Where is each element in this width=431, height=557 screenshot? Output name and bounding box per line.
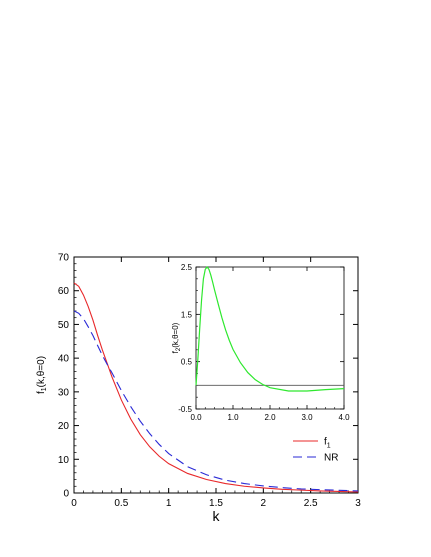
main-y-tick-label: 50 bbox=[58, 320, 70, 331]
main-x-tick-label: 1 bbox=[166, 498, 172, 509]
main-x-tick-label: 2.5 bbox=[304, 498, 318, 509]
inset-y-tick-label: -0.5 bbox=[178, 405, 192, 414]
main-x-tick-label: 3 bbox=[355, 498, 361, 509]
main-x-tick-label: 0.5 bbox=[114, 498, 128, 509]
legend-label-f1: f1 bbox=[324, 437, 331, 450]
main-x-tick-label: 0 bbox=[71, 498, 77, 509]
main-y-tick-label: 70 bbox=[58, 253, 70, 264]
main-y-axis-label: f1(k,θ=0) bbox=[36, 356, 48, 394]
main-x-axis-label: k bbox=[213, 508, 221, 524]
series-line-f1 bbox=[73, 282, 359, 493]
inset-x-tick-label: 2.0 bbox=[264, 413, 276, 422]
legend-label-nr: NR bbox=[324, 453, 338, 464]
main-y-tick-label: 40 bbox=[58, 354, 70, 365]
inset-y-tick-label: 0.5 bbox=[181, 358, 193, 367]
inset-y-tick-label: 1.5 bbox=[181, 310, 193, 319]
series-line-f2 bbox=[195, 266, 345, 392]
inset-y-axis-label-rest: (k,θ=0) bbox=[171, 322, 180, 347]
main-x-ticks: 0 0.5 1 1.5 2 2.5 3 bbox=[71, 257, 361, 509]
inset-series bbox=[195, 266, 345, 392]
inset-y-tick-label: 2.5 bbox=[181, 263, 193, 272]
inset-x-ticks: 0.0 1.0 2.0 3.0 4.0 bbox=[190, 267, 350, 422]
main-y-ticks: 0 10 20 30 40 50 60 70 bbox=[58, 253, 358, 500]
series-line-nr bbox=[73, 310, 359, 492]
legend: f1 NR bbox=[293, 437, 338, 464]
inset-y-axis-label: f2(k,θ=0) bbox=[171, 322, 182, 353]
main-y-tick-label: 10 bbox=[58, 455, 70, 466]
main-y-axis-label-sub: 1 bbox=[41, 387, 48, 391]
inset-x-tick-label: 1.0 bbox=[227, 413, 239, 422]
main-x-tick-label: 2 bbox=[261, 498, 267, 509]
inset-y-axis-label-main: f bbox=[171, 350, 180, 353]
inset-x-tick-label: 3.0 bbox=[301, 413, 313, 422]
main-x-tick-label: 1.5 bbox=[209, 498, 223, 509]
main-y-tick-label: 60 bbox=[58, 286, 70, 297]
main-y-tick-label: 0 bbox=[63, 489, 69, 500]
inset-x-tick-label: 0.0 bbox=[190, 413, 202, 422]
inset-x-tick-label: 4.0 bbox=[338, 413, 350, 422]
main-y-tick-label: 20 bbox=[58, 421, 70, 432]
inset-y-axis-label-sub: 2 bbox=[176, 347, 182, 351]
main-y-axis-label-rest: (k,θ=0) bbox=[36, 356, 47, 387]
main-y-axis-label-main: f bbox=[36, 391, 47, 394]
main-series bbox=[73, 282, 359, 493]
inset-plot: 0.0 1.0 2.0 3.0 4.0 -0.5 0.5 1.5 2.5 f2(k,θ=0) bbox=[171, 263, 350, 422]
main-y-tick-label: 30 bbox=[58, 387, 70, 398]
